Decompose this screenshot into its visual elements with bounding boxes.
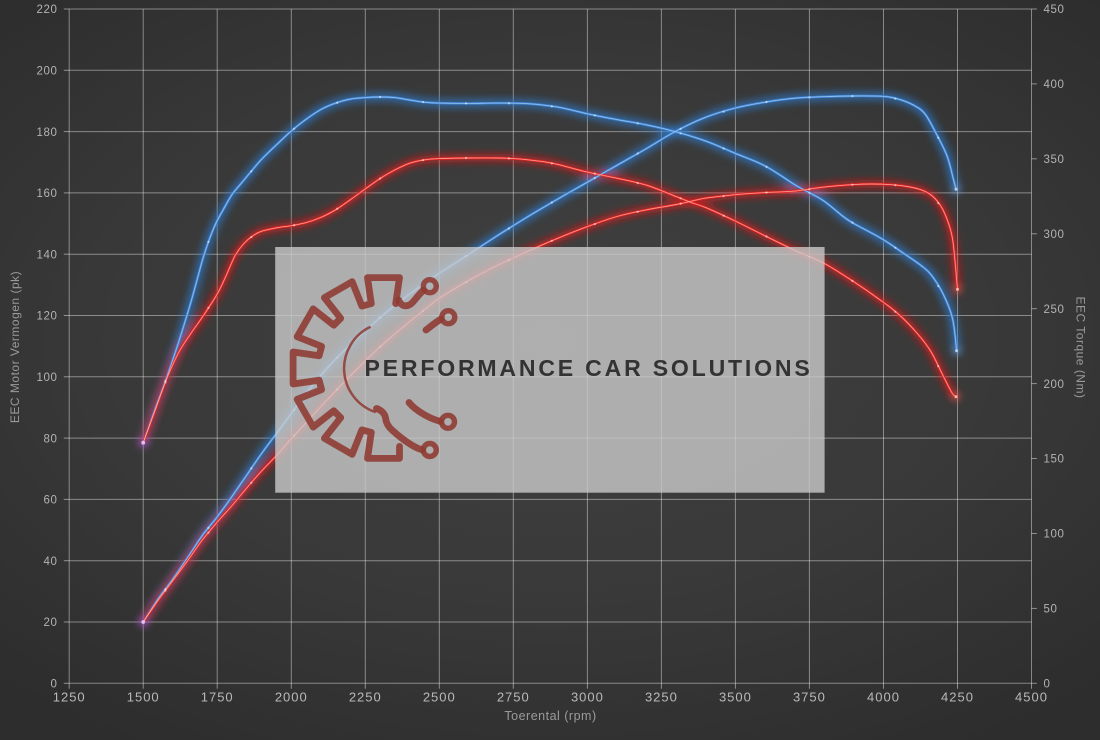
- svg-text:2750: 2750: [497, 689, 530, 704]
- svg-text:3750: 3750: [793, 689, 826, 704]
- svg-text:350: 350: [1044, 154, 1065, 166]
- svg-text:80: 80: [44, 433, 58, 445]
- svg-text:140: 140: [37, 249, 58, 261]
- svg-text:PERFORMANCE CAR SOLUTIONS: PERFORMANCE CAR SOLUTIONS: [365, 355, 813, 381]
- svg-text:4500: 4500: [1015, 689, 1048, 704]
- svg-text:3500: 3500: [719, 689, 752, 704]
- svg-text:60: 60: [44, 495, 58, 507]
- svg-text:300: 300: [1044, 229, 1065, 241]
- svg-text:400: 400: [1044, 79, 1065, 91]
- svg-text:1500: 1500: [127, 689, 160, 704]
- svg-text:0: 0: [51, 679, 58, 691]
- svg-text:120: 120: [37, 311, 58, 323]
- svg-text:220: 220: [37, 4, 58, 16]
- svg-text:20: 20: [44, 617, 58, 629]
- svg-text:200: 200: [1044, 379, 1065, 391]
- svg-text:450: 450: [1044, 4, 1065, 16]
- svg-text:2500: 2500: [423, 689, 456, 704]
- svg-text:Toerental (rpm): Toerental (rpm): [504, 709, 596, 723]
- svg-text:4250: 4250: [941, 689, 974, 704]
- svg-text:2000: 2000: [275, 689, 308, 704]
- svg-text:100: 100: [1044, 529, 1065, 541]
- svg-text:100: 100: [37, 372, 58, 384]
- svg-text:200: 200: [37, 66, 58, 78]
- svg-text:50: 50: [1044, 604, 1058, 616]
- svg-text:2250: 2250: [349, 689, 382, 704]
- svg-text:250: 250: [1044, 304, 1065, 316]
- svg-text:160: 160: [37, 188, 58, 200]
- svg-text:40: 40: [44, 556, 58, 568]
- svg-text:4000: 4000: [867, 689, 900, 704]
- svg-text:3000: 3000: [571, 689, 604, 704]
- svg-text:EEC Motor Vermogen (pk): EEC Motor Vermogen (pk): [8, 271, 22, 423]
- svg-text:0: 0: [1044, 679, 1051, 691]
- svg-text:3250: 3250: [645, 689, 678, 704]
- svg-text:180: 180: [37, 127, 58, 139]
- svg-text:150: 150: [1044, 454, 1065, 466]
- svg-text:1250: 1250: [53, 689, 86, 704]
- svg-text:1750: 1750: [201, 689, 234, 704]
- svg-text:EEC Torque (Nm): EEC Torque (Nm): [1073, 297, 1087, 399]
